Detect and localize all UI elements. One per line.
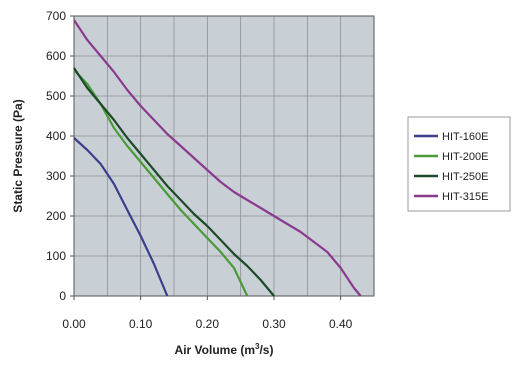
x-tick-labels: 0.00 0.10 0.20 0.30 0.40: [62, 296, 353, 331]
y-tick-label: 400: [46, 129, 66, 143]
series-lines: [73, 19, 362, 297]
y-tick-label: 100: [46, 249, 66, 263]
x-tick-label: 0.00: [62, 317, 86, 331]
x-tick-label: 0.40: [329, 317, 353, 331]
legend-label: HIT-315E: [442, 191, 488, 203]
legend-label: HIT-160E: [442, 131, 488, 143]
legend-label: HIT-200E: [442, 151, 488, 163]
series-line-hit-250e: [73, 67, 275, 297]
x-tick-label: 0.10: [129, 317, 153, 331]
y-tick-label: 500: [46, 89, 66, 103]
x-tick-label: 0.30: [262, 317, 286, 331]
y-tick-label: 200: [46, 209, 66, 223]
y-tick-labels: 0 100 200 300 400 500 600 700: [46, 9, 74, 303]
y-tick-label: 0: [59, 289, 66, 303]
series-line-hit-160e: [73, 137, 169, 297]
y-tick-label: 300: [46, 169, 66, 183]
y-axis-title: Static Pressure (Pa): [11, 99, 25, 212]
y-tick-label: 600: [46, 49, 66, 63]
plot-border: [73, 15, 375, 297]
y-tick-label: 700: [46, 9, 66, 23]
legend-label: HIT-250E: [442, 171, 488, 183]
legend: HIT-160E HIT-200E HIT-250E HIT-315E: [407, 116, 511, 212]
gridlines: [74, 16, 374, 296]
x-tick-label: 0.20: [196, 317, 220, 331]
x-axis-title: Air Volume (m3/s): [175, 342, 274, 357]
series-line-hit-315e: [73, 19, 362, 297]
